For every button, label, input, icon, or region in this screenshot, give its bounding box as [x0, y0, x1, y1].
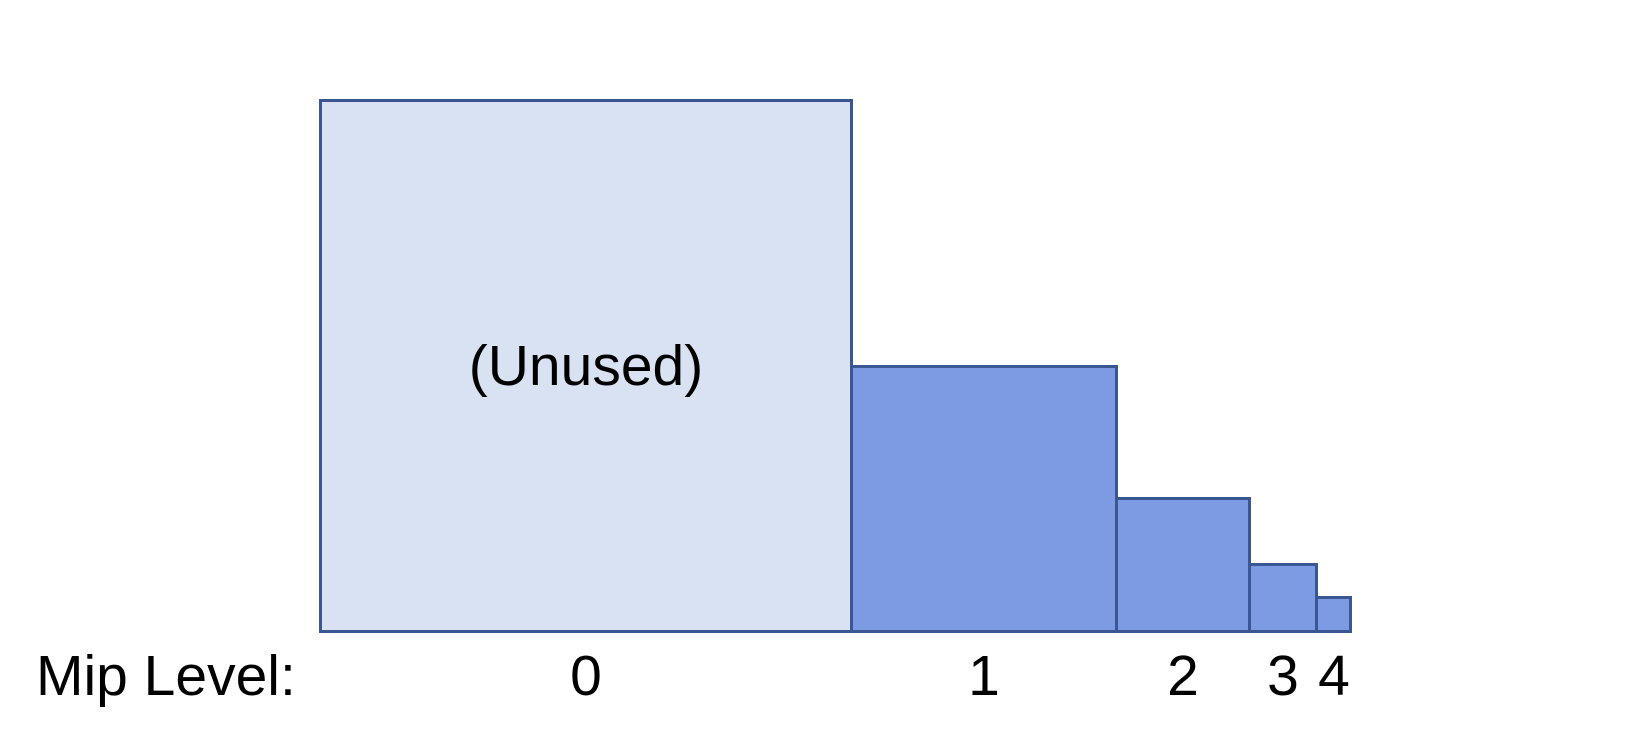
- mip-level-label-4: 4: [1318, 644, 1350, 708]
- mip-square-3: [1248, 563, 1318, 633]
- mip-level-label-0: 0: [570, 644, 602, 708]
- mip-level-label-1: 1: [968, 644, 1000, 708]
- mip-level-label-3: 3: [1267, 644, 1299, 708]
- mip-square-2: [1115, 497, 1251, 633]
- mip-square-4: [1315, 596, 1352, 633]
- mip-square-0: (Unused): [319, 99, 853, 633]
- mip-level-label-2: 2: [1167, 644, 1199, 708]
- mip0-unused-annotation: (Unused): [468, 333, 704, 398]
- mip-square-1: [850, 365, 1118, 633]
- mip-level-caption: Mip Level:: [36, 644, 296, 708]
